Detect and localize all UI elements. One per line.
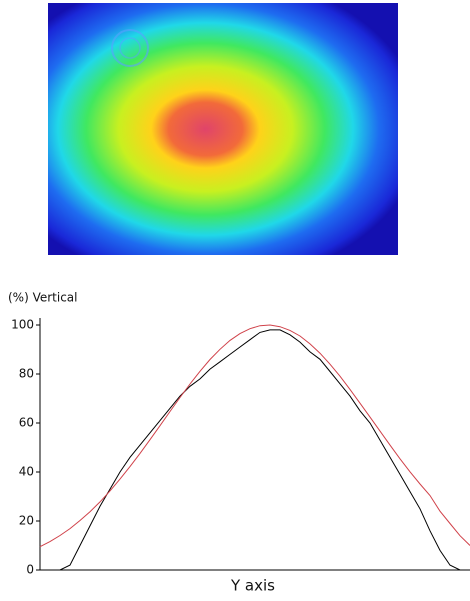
series-line bbox=[40, 329, 470, 571]
ring-artifact bbox=[119, 37, 141, 59]
y-tick-label: 20 bbox=[19, 514, 34, 528]
x-axis-label: Y axis bbox=[230, 577, 275, 595]
y-tick-label: 0 bbox=[26, 563, 34, 577]
ring-artifact bbox=[111, 29, 149, 67]
y-tick-label: 60 bbox=[19, 416, 34, 430]
chart-title: (%) Vertical bbox=[8, 291, 78, 305]
heatmap bbox=[48, 3, 398, 255]
y-tick-label: 100 bbox=[11, 318, 34, 332]
y-tick-label: 40 bbox=[19, 465, 34, 479]
beam-image bbox=[48, 3, 398, 255]
series-line bbox=[39, 324, 470, 548]
y-tick-label: 80 bbox=[19, 367, 34, 381]
